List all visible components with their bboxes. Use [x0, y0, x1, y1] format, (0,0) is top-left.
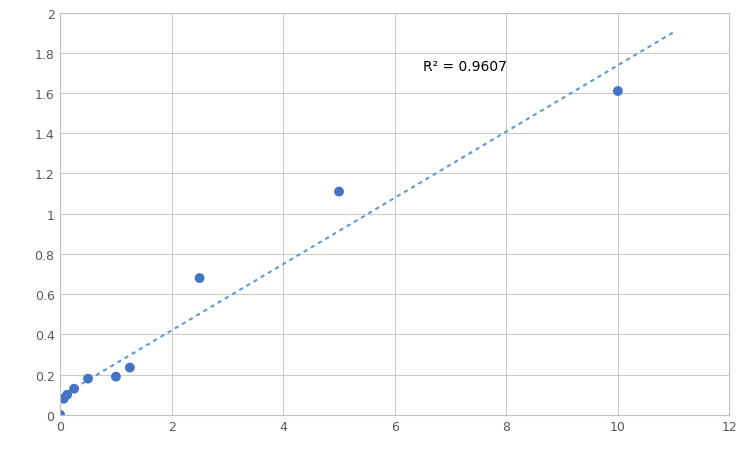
Point [612, 88, 624, 96]
Point [193, 275, 205, 282]
Point [110, 373, 122, 380]
Point [333, 189, 345, 196]
Point [68, 385, 80, 392]
Point [82, 375, 94, 382]
Point [54, 411, 66, 419]
Point [124, 364, 136, 371]
Text: R² = 0.9607: R² = 0.9607 [423, 60, 507, 74]
Point [58, 395, 70, 402]
Point [61, 391, 73, 399]
